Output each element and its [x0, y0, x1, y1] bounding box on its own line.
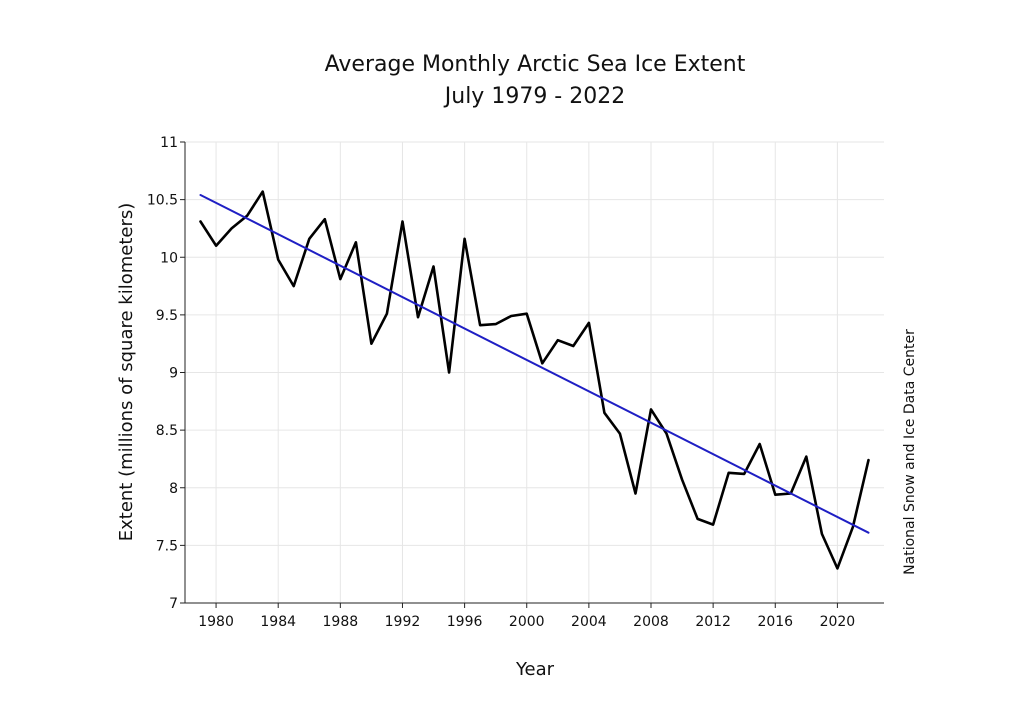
x-tick-label: 1996	[447, 614, 483, 630]
series-group	[199, 190, 870, 570]
y-ticks: 7 7.5 8 8.5 9 9.5 10 10.5 11	[147, 135, 185, 612]
y-tick-label: 9.5	[156, 308, 178, 324]
chart-title: Average Monthly Arctic Sea Ice Extent	[325, 52, 746, 77]
y-tick-label: 8.5	[156, 423, 178, 439]
x-tick-label: 1984	[260, 614, 296, 630]
y-tick-label: 11	[160, 135, 178, 151]
x-tick-label: 1992	[385, 614, 421, 630]
x-tick-label: 2012	[695, 614, 731, 630]
y-tick-label: 8	[169, 481, 178, 497]
y-tick-label: 7.5	[156, 538, 178, 554]
x-tick-label: 2016	[757, 614, 793, 630]
x-axis-label: Year	[515, 659, 555, 680]
chart-subtitle: July 1979 - 2022	[443, 84, 625, 109]
y-tick-label: 7	[169, 596, 178, 612]
x-tick-label: 1988	[323, 614, 359, 630]
x-tick-label: 2020	[820, 614, 856, 630]
credit-text: National Snow and Ice Data Center	[902, 329, 918, 575]
x-tick-label: 2008	[633, 614, 669, 630]
y-axis-label: Extent (millions of square kilometers)	[116, 203, 137, 542]
y-tick-label: 10	[160, 250, 178, 266]
y-tick-label: 10.5	[147, 193, 178, 209]
extent-series-line	[199, 190, 870, 570]
x-ticks: 1980 1984 1988 1992 1996 2000 2004 2008 2012 2016…	[198, 603, 855, 630]
x-tick-label: 2004	[571, 614, 607, 630]
grid	[185, 141, 884, 604]
x-tick-label: 1980	[198, 614, 234, 630]
y-tick-label: 9	[169, 366, 178, 382]
trend-line	[199, 194, 870, 534]
x-tick-label: 2000	[509, 614, 545, 630]
